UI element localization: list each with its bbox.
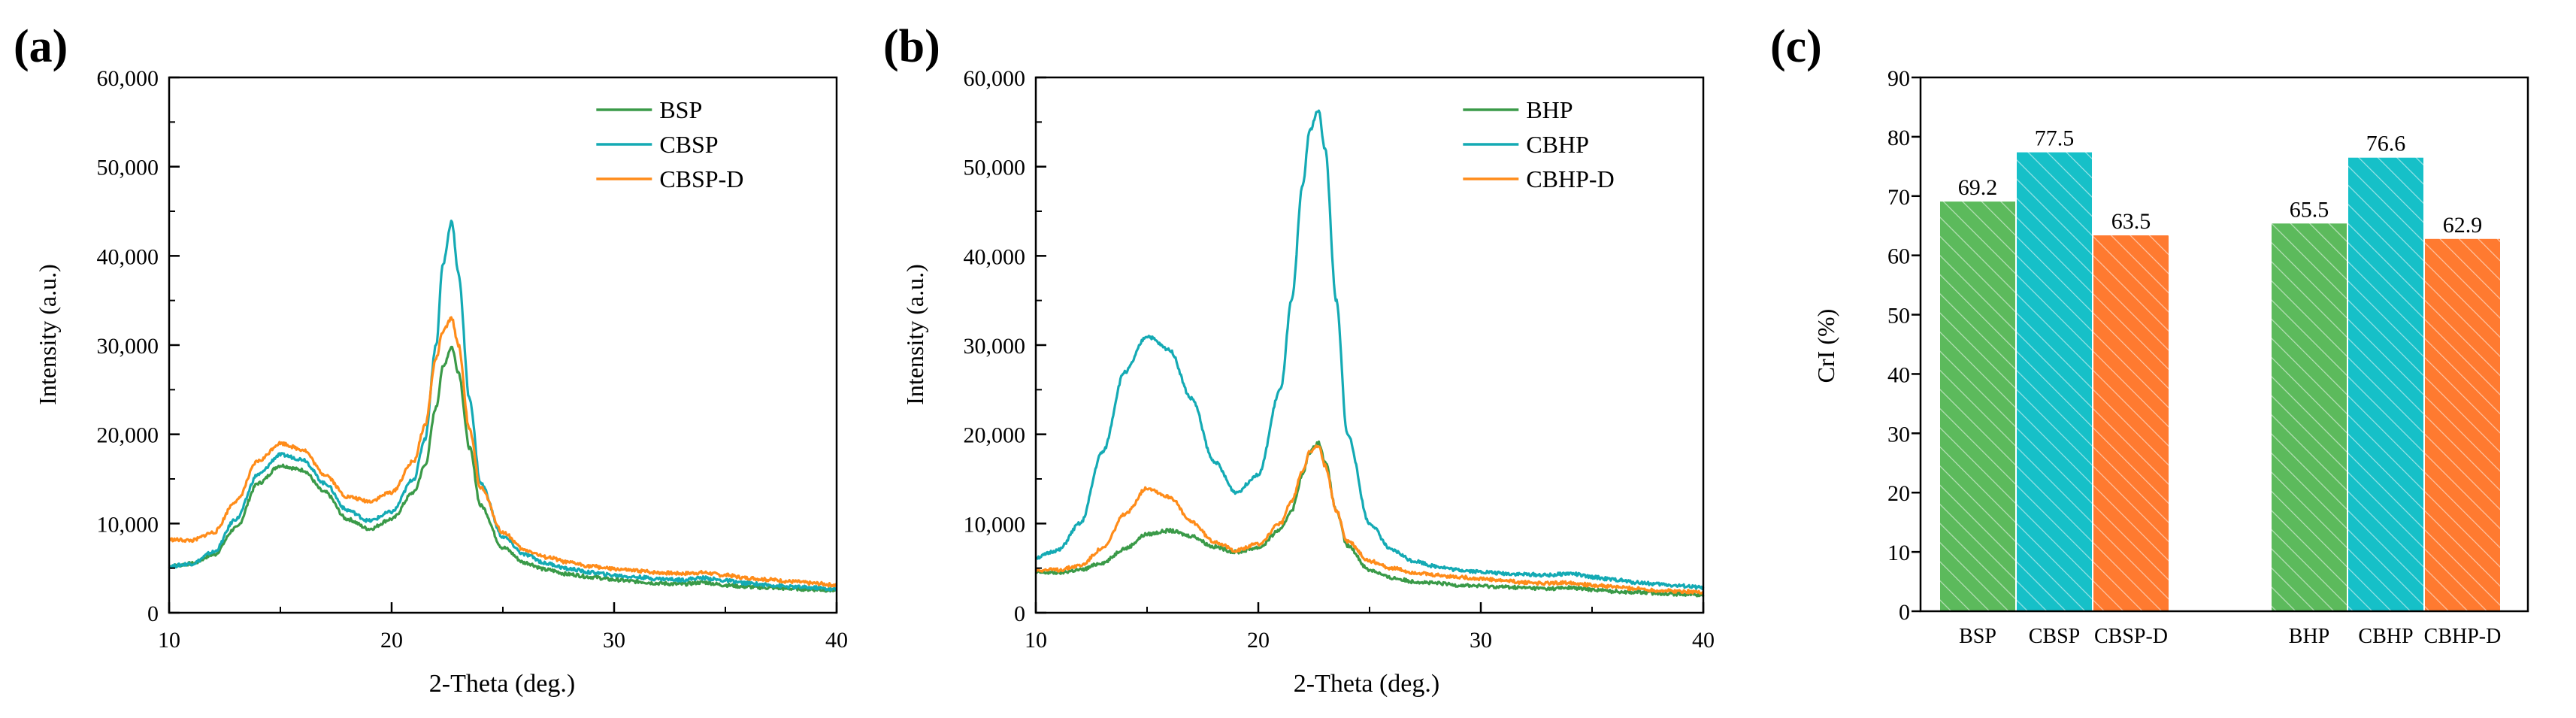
series-line-bhp xyxy=(1034,440,1705,598)
y-tick-label: 10 xyxy=(1887,541,1910,565)
bar-hatch xyxy=(2016,151,2093,612)
bar-hatch xyxy=(2271,223,2347,611)
y-tick-label: 40 xyxy=(1887,362,1910,387)
x-tick-label: 10 xyxy=(1025,628,1047,653)
panel-a-label: (a) xyxy=(14,21,68,72)
bar-hatch xyxy=(2347,156,2424,611)
x-tick-label: 20 xyxy=(380,628,403,653)
legend-label: CBSP-D xyxy=(659,165,743,192)
y-tick-label: 30 xyxy=(1887,422,1910,447)
y-axis-label: CrI (%) xyxy=(1812,309,1839,383)
panel-b-label: (b) xyxy=(883,21,940,72)
x-tick-label: 40 xyxy=(825,628,848,653)
y-tick-label: 0 xyxy=(1899,600,1910,625)
y-tick-label: 0 xyxy=(147,601,159,626)
y-tick-label: 10,000 xyxy=(97,512,159,537)
x-axis-label: 2-Theta (deg.) xyxy=(429,670,575,698)
x-tick-label: 10 xyxy=(158,628,180,653)
legend-label: CBHP-D xyxy=(1526,165,1614,192)
plot-frame xyxy=(1919,76,2529,613)
bar-hatch xyxy=(1939,201,2016,612)
bar-value-label: 65.5 xyxy=(2290,197,2329,222)
y-axis-label: Intensity (a.u.) xyxy=(901,264,928,405)
y-axis-label: Intensity (a.u.) xyxy=(34,264,61,405)
x-tick-label: 20 xyxy=(1247,628,1270,653)
bar-value-label: 63.5 xyxy=(2111,209,2151,234)
legend-label: BSP xyxy=(659,96,702,123)
series-line-cbsp-d xyxy=(168,316,838,588)
series-line-cbsp xyxy=(168,220,838,592)
y-tick-label: 30,000 xyxy=(97,334,159,359)
bar-value-label: 62.9 xyxy=(2443,213,2483,238)
legend-label: CBHP xyxy=(1526,131,1589,158)
bar-value-label: 77.5 xyxy=(2035,126,2075,151)
panel-c-label: (c) xyxy=(1770,21,1822,72)
legend-label: CBSP xyxy=(659,131,718,158)
series-line-cbhp-d xyxy=(1034,444,1704,595)
legend: BSP CBSP CBSP-D xyxy=(596,96,743,192)
y-tick-label: 90 xyxy=(1887,66,1910,91)
y-tick-label: 40,000 xyxy=(97,244,159,269)
y-tick-label: 20 xyxy=(1887,481,1910,506)
x-axis-label: 2-Theta (deg.) xyxy=(1294,670,1439,698)
y-tick-label: 50,000 xyxy=(97,156,159,180)
x-tick-label: 30 xyxy=(1470,628,1492,653)
category-label: BHP xyxy=(2289,625,2329,648)
panel-c-bar-chart: (c) 0 10 20 30 40 50 60 70 80 90 CrI (%) 69.2 77.5… xyxy=(1770,21,2529,648)
bar-hatch xyxy=(2424,238,2501,611)
y-tick-label: 20,000 xyxy=(97,423,159,448)
bar-value-label: 76.6 xyxy=(2366,132,2406,156)
y-tick-label: 60,000 xyxy=(97,66,159,91)
category-label: CBHP xyxy=(2358,625,2413,648)
panel-a-line-chart: (a) 0 10,000 20,000 30,000 40,000 50,000 60,00… xyxy=(14,21,848,698)
category-label: CBSP-D xyxy=(2094,625,2168,648)
bar-value-label: 69.2 xyxy=(1958,175,1998,200)
x-tick-label: 30 xyxy=(603,628,625,653)
legend-label: BHP xyxy=(1526,96,1573,123)
bar-hatch xyxy=(2093,235,2169,611)
x-tick-label: 40 xyxy=(1692,628,1715,653)
y-tick-label: 60 xyxy=(1887,244,1910,269)
y-tick-label: 30,000 xyxy=(964,334,1026,359)
y-tick-label: 50 xyxy=(1887,304,1910,329)
y-tick-label: 10,000 xyxy=(964,512,1026,537)
category-label: CBSP xyxy=(2029,625,2081,648)
category-label: BSP xyxy=(1959,625,1996,648)
category-label: CBHP-D xyxy=(2424,625,2502,648)
series-line-cbhp xyxy=(1035,109,1705,591)
legend: BHP CBHP CBHP-D xyxy=(1463,96,1615,192)
y-tick-label: 50,000 xyxy=(964,156,1026,180)
y-tick-label: 40,000 xyxy=(964,244,1026,269)
plot-frame xyxy=(1034,76,1705,614)
y-tick-label: 60,000 xyxy=(964,66,1026,91)
y-tick-label: 70 xyxy=(1887,185,1910,210)
y-tick-label: 80 xyxy=(1887,126,1910,150)
y-tick-label: 0 xyxy=(1014,601,1025,626)
series-line-bsp xyxy=(168,345,837,593)
panel-b-line-chart: (b) 0 10,000 20,000 30,000 40,000 50,000 60,00… xyxy=(883,21,1715,698)
y-tick-label: 20,000 xyxy=(964,423,1026,448)
